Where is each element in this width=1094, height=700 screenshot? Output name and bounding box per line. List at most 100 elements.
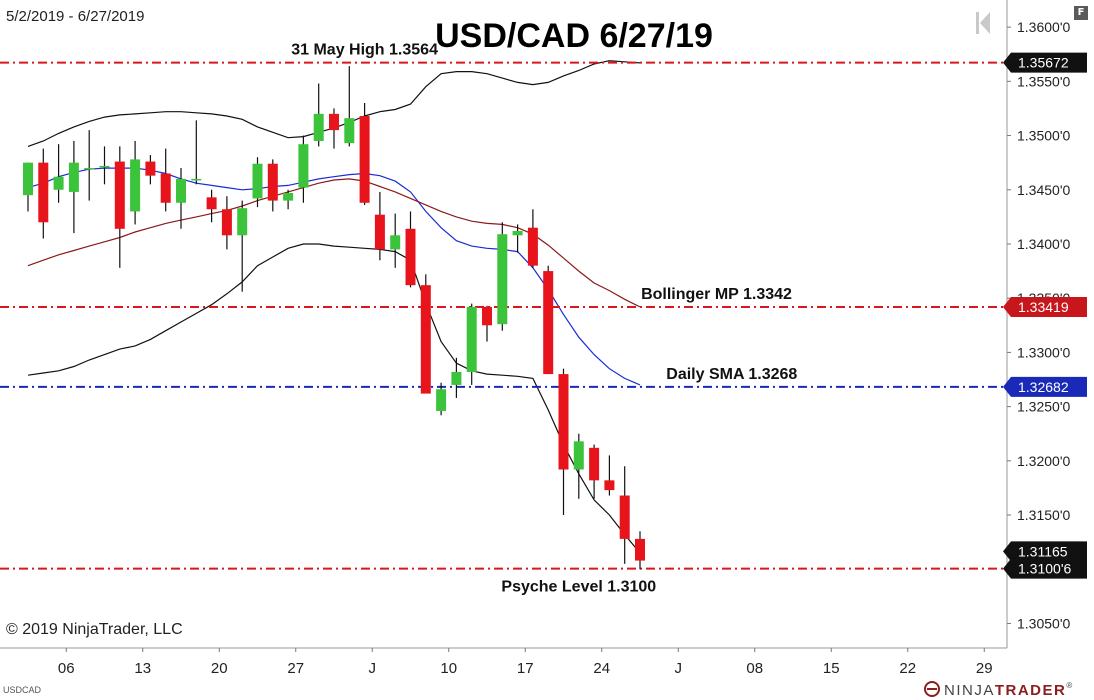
candle-body — [497, 234, 508, 325]
candle — [573, 433, 584, 499]
candle-body — [252, 163, 263, 199]
candle-body — [527, 227, 538, 266]
x-tick-label: 17 — [517, 660, 534, 677]
brand-prefix: NINJA — [944, 682, 995, 699]
candle-body — [191, 178, 202, 181]
copyright-text: © 2019 NinjaTrader, LLC — [6, 621, 183, 638]
candle — [420, 274, 431, 394]
level-label-2: Daily SMA 1.3268 — [666, 366, 797, 383]
x-tick-label: J — [369, 660, 377, 677]
candle-body — [160, 173, 171, 203]
x-tick-label: 15 — [823, 660, 840, 677]
candle-body — [145, 161, 156, 176]
candle-body — [68, 162, 79, 192]
date-range: 5/2/2019 - 6/27/2019 — [6, 8, 144, 25]
candle-body — [130, 159, 141, 212]
candle-body — [23, 162, 33, 196]
candle — [176, 168, 186, 229]
candle — [558, 368, 569, 516]
ninjatrader-logo: NINJATRADER® — [924, 681, 1072, 699]
candle-body — [436, 389, 447, 411]
candle-body — [604, 480, 615, 491]
x-tick-label: 29 — [976, 660, 993, 677]
level-price-tag-0: 1.35672 — [1003, 52, 1087, 73]
level-price-tag-3-text: 1.3100'6 — [1018, 561, 1071, 577]
level-price-tag-2-text: 1.32682 — [1018, 379, 1069, 395]
candle — [68, 140, 79, 234]
candle — [604, 455, 615, 496]
candle-body — [635, 538, 645, 561]
candle — [313, 83, 324, 147]
level-price-tag-2: 1.32682 — [1003, 376, 1087, 397]
candle — [252, 157, 263, 208]
level-price-tag-2-box — [1003, 376, 1087, 397]
x-tick-label: 22 — [899, 660, 916, 677]
candle — [38, 148, 49, 239]
series-line-bollinger-mp — [27, 178, 641, 308]
candle — [436, 382, 447, 416]
y-tick-label: 1.3400'0 — [1017, 236, 1070, 252]
candle-body — [543, 271, 554, 375]
level-lines: 31 May High 1.3564 Bollinger MP 1.3342 Dai… — [0, 42, 1007, 596]
candle-body — [451, 371, 462, 385]
candle-body — [619, 495, 630, 539]
y-tick-label: 1.3250'0 — [1017, 399, 1070, 415]
last-price-tag-box — [1003, 541, 1087, 562]
level-price-tag-3: 1.3100'6 — [1003, 558, 1087, 579]
level-label-3: Psyche Level 1.3100 — [501, 579, 656, 596]
candle — [191, 120, 202, 185]
level-price-tag-1-box — [1003, 296, 1087, 317]
candle — [405, 211, 416, 288]
candle — [221, 196, 232, 250]
candle — [527, 209, 538, 268]
candle-body — [283, 193, 294, 201]
candle-body — [206, 197, 217, 210]
x-tick-label: 10 — [440, 660, 457, 677]
y-tick-label: 1.3150'0 — [1017, 507, 1070, 523]
candle — [160, 148, 171, 212]
candle-body — [558, 374, 569, 470]
candle — [99, 146, 110, 185]
y-axis: 1.3050'01.3100'01.3150'01.3200'01.3250'0… — [1007, 19, 1070, 631]
corner-f-icon[interactable]: F — [1074, 6, 1088, 20]
y-tick-label: 1.3200'0 — [1017, 453, 1070, 469]
y-tick-label: 1.3500'0 — [1017, 128, 1070, 144]
chart-title: USD/CAD 6/27/19 — [435, 17, 713, 55]
instrument-label: USDCAD — [3, 685, 42, 695]
candle — [298, 135, 309, 203]
brand-suffix: TRADER — [995, 682, 1067, 699]
candle — [344, 66, 355, 147]
candle-body — [420, 285, 431, 394]
candle-body — [221, 209, 232, 236]
candle-body — [589, 447, 600, 481]
level-label-0: 31 May High 1.3564 — [291, 42, 438, 59]
candle — [466, 303, 477, 385]
candle-body — [267, 163, 278, 201]
candle — [23, 162, 33, 212]
series-line-daily-sma — [27, 167, 641, 386]
candle — [53, 144, 64, 203]
candle — [451, 357, 462, 398]
candle-body — [237, 208, 248, 236]
candle-body — [573, 441, 584, 470]
x-axis: 06 13 20 27 J 10 17 24 J 08 15 22 29 — [58, 648, 993, 677]
candle — [543, 265, 554, 375]
x-tick-label: 27 — [287, 660, 304, 677]
x-tick-label: 06 — [58, 660, 75, 677]
last-price-tag-text: 1.31165 — [1018, 543, 1068, 559]
scroll-to-start-icon[interactable] — [976, 12, 990, 34]
y-tick-label: 1.3600'0 — [1017, 19, 1070, 35]
price-tags: 1.31165 1.35672 1.33419 1.32682 1.3100'6 — [1003, 52, 1087, 579]
level-price-tag-0-box — [1003, 52, 1087, 73]
x-tick-label: 24 — [593, 660, 610, 677]
candle-body — [405, 228, 416, 286]
candle — [84, 130, 95, 201]
candle — [359, 103, 370, 205]
candle-body — [298, 144, 309, 188]
candle — [267, 159, 278, 212]
level-label-1: Bollinger MP 1.3342 — [641, 286, 792, 303]
candle — [390, 213, 401, 268]
candle-body — [176, 178, 186, 203]
